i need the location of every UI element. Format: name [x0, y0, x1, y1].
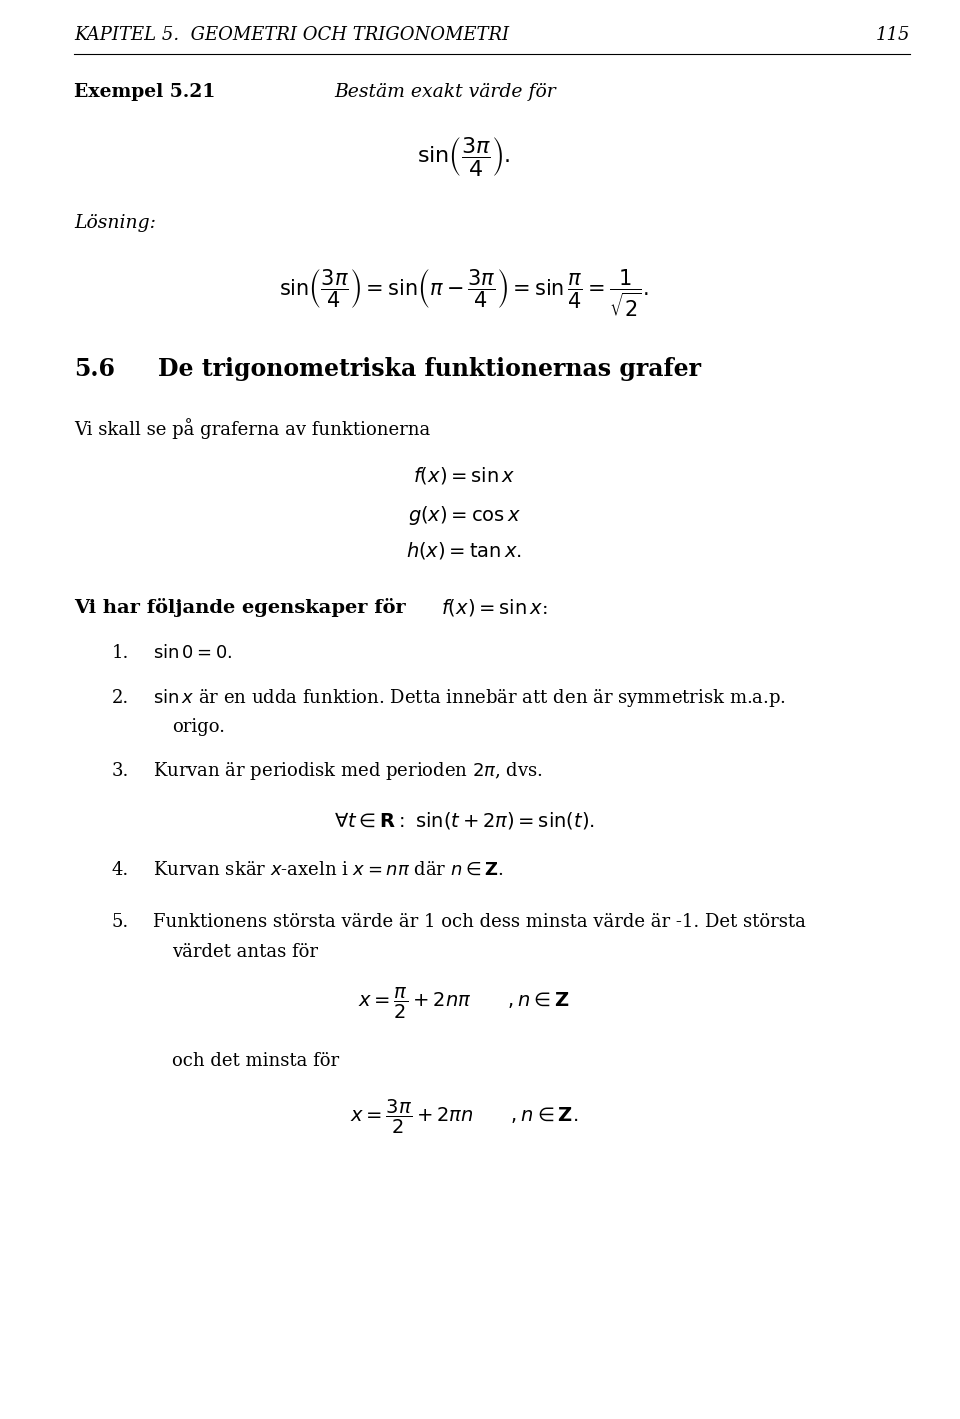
Text: $\sin x$ är en udda funktion. Detta innebär att den är symmetrisk m.a.p.: $\sin x$ är en udda funktion. Detta inne… — [154, 687, 786, 710]
Text: 2.: 2. — [111, 690, 129, 707]
Text: värdet antas för: värdet antas för — [172, 944, 318, 961]
Text: Vi har följande egenskaper för: Vi har följande egenskaper för — [74, 597, 413, 617]
Text: och det minsta för: och det minsta för — [172, 1053, 339, 1070]
Text: $\forall t \in \mathbf{R} : \ \sin(t + 2\pi) = \sin(t).$: $\forall t \in \mathbf{R} : \ \sin(t + 2… — [334, 810, 594, 830]
Text: Lösning:: Lösning: — [74, 214, 156, 231]
Text: Vi skall se på graferna av funktionerna: Vi skall se på graferna av funktionerna — [74, 419, 430, 438]
Text: 5.6: 5.6 — [74, 358, 115, 380]
Text: 1.: 1. — [111, 644, 129, 661]
Text: $g(x) = \cos x$: $g(x) = \cos x$ — [408, 504, 520, 526]
Text: $f(x) = \sin x$:: $f(x) = \sin x$: — [441, 597, 547, 617]
Text: $h(x) = \tan x.$: $h(x) = \tan x.$ — [406, 541, 522, 561]
Text: $\sin\!\left(\dfrac{3\pi}{4}\right) = \sin\!\left(\pi - \dfrac{3\pi}{4}\right) =: $\sin\!\left(\dfrac{3\pi}{4}\right) = \s… — [279, 268, 649, 319]
Text: origo.: origo. — [172, 718, 225, 735]
Text: De trigonometriska funktionernas grafer: De trigonometriska funktionernas grafer — [157, 358, 701, 380]
Text: Kurvan skär $x$-axeln i $x = n\pi$ där $n \in \mathbf{Z}$.: Kurvan skär $x$-axeln i $x = n\pi$ där $… — [154, 861, 504, 878]
Text: 5.: 5. — [111, 914, 129, 931]
Text: Exempel 5.21: Exempel 5.21 — [74, 84, 216, 101]
Text: 115: 115 — [876, 27, 910, 44]
Text: Funktionens största värde är 1 och dess minsta värde är -1. Det största: Funktionens största värde är 1 och dess … — [154, 914, 806, 931]
Text: $\sin 0 = 0.$: $\sin 0 = 0.$ — [154, 644, 232, 661]
Text: 4.: 4. — [111, 861, 129, 878]
Text: $x = \dfrac{\pi}{2} + 2n\pi \qquad , n \in \mathbf{Z}$: $x = \dfrac{\pi}{2} + 2n\pi \qquad , n \… — [358, 986, 570, 1020]
Text: 3.: 3. — [111, 762, 129, 779]
Text: KAPITEL 5.  GEOMETRI OCH TRIGONOMETRI: KAPITEL 5. GEOMETRI OCH TRIGONOMETRI — [74, 27, 510, 44]
Text: Bestäm exakt värde för: Bestäm exakt värde för — [334, 84, 556, 101]
Text: Kurvan är periodisk med perioden $2\pi$, dvs.: Kurvan är periodisk med perioden $2\pi$,… — [154, 759, 543, 782]
Text: $x = \dfrac{3\pi}{2} + 2\pi n \qquad , n \in \mathbf{Z}.$: $x = \dfrac{3\pi}{2} + 2\pi n \qquad , n… — [350, 1098, 578, 1135]
Text: $\sin\!\left(\dfrac{3\pi}{4}\right).$: $\sin\!\left(\dfrac{3\pi}{4}\right).$ — [418, 135, 511, 177]
Text: $f(x) = \sin x$: $f(x) = \sin x$ — [413, 465, 516, 485]
